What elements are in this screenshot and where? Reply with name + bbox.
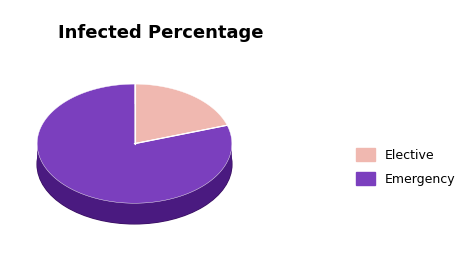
Title: Infected Percentage: Infected Percentage bbox=[57, 24, 263, 42]
Polygon shape bbox=[134, 84, 227, 144]
Legend: Elective, Emergency: Elective, Emergency bbox=[350, 143, 455, 191]
Polygon shape bbox=[37, 144, 231, 224]
Ellipse shape bbox=[37, 105, 231, 224]
Polygon shape bbox=[37, 84, 231, 203]
